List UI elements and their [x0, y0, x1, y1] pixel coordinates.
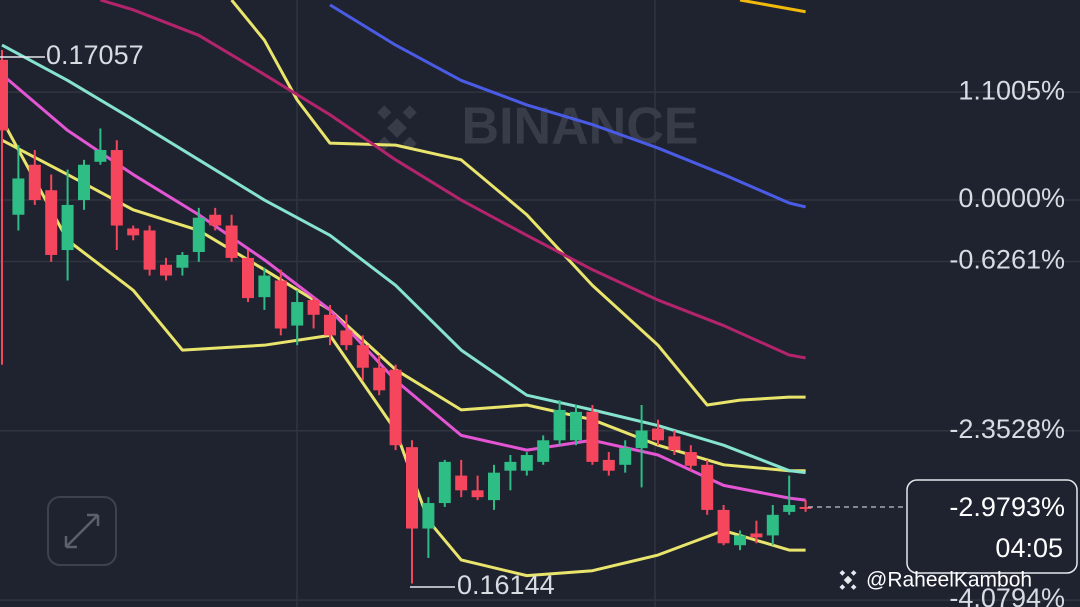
candle-body [734, 535, 746, 546]
candles [0, 50, 812, 584]
candle-body [242, 257, 254, 299]
candle-body [717, 509, 730, 544]
candle-body [274, 280, 287, 329]
candle-body [406, 447, 418, 529]
expand-button[interactable] [47, 496, 117, 566]
y-tick-label: -2.3528% [949, 414, 1065, 444]
candle-body [701, 464, 714, 510]
indicators [0, 0, 806, 578]
candle-body [225, 225, 238, 258]
watermark-text: BINANCE [462, 98, 699, 156]
y-tick-label: 0.0000% [958, 183, 1065, 213]
indicator-line [99, 0, 806, 360]
candle-body [0, 59, 8, 131]
candle-body [520, 455, 533, 471]
indicator-line [1, 43, 806, 475]
candle-body [373, 367, 386, 391]
candle-body [127, 228, 140, 236]
candle-body [61, 204, 74, 251]
candle-body [110, 150, 123, 226]
y-tick-label: 1.1005% [958, 75, 1065, 105]
high-label: 0.17057 [46, 40, 144, 70]
candle-body [176, 254, 189, 268]
candle-body [766, 514, 779, 536]
y-axis: 1.1005% 0.0000% -0.6261% -2.3528% -4.0794% [949, 75, 1065, 607]
candle-body [668, 436, 681, 451]
candle-body [192, 217, 205, 253]
candle-body [635, 430, 648, 449]
y-tick-label: -0.6261% [949, 245, 1065, 275]
candle-body [619, 448, 632, 465]
candle-body [389, 369, 402, 446]
indicator-line [1, 138, 806, 473]
candle-body [750, 533, 763, 538]
candle-body [307, 300, 320, 315]
grid [0, 91, 1080, 601]
candle-body [422, 503, 435, 529]
last-value-box [906, 479, 1078, 574]
candle-body [438, 461, 451, 504]
candle-body [28, 164, 41, 201]
candle-body [586, 411, 599, 462]
indicator-line [329, 3, 806, 209]
candle-body [12, 178, 25, 215]
candle-body [471, 490, 484, 498]
credit: @RaheelKamboh [866, 569, 1032, 592]
candle-body [324, 314, 336, 336]
expand-button-frame[interactable] [47, 496, 117, 566]
candle-body [504, 461, 517, 471]
candle-body [291, 302, 304, 326]
candle-body [340, 330, 353, 346]
countdown: 04:05 [995, 533, 1063, 563]
candle-body [258, 275, 271, 298]
candle-body [684, 452, 697, 466]
candle-body [652, 428, 664, 441]
candle-body [783, 505, 796, 512]
candle-body [570, 411, 582, 441]
indicator-line [230, 0, 806, 407]
candle-body [553, 409, 566, 441]
candle-body [160, 264, 172, 276]
candle-body [455, 475, 468, 491]
y-tick-label: -4.0794% [949, 583, 1065, 607]
candle-body [799, 506, 812, 509]
candle-body [45, 190, 58, 255]
candle-body [143, 230, 156, 270]
candle-body [602, 459, 615, 471]
candle-body [209, 214, 222, 226]
candle-body [78, 164, 90, 201]
candle-body [356, 345, 369, 368]
last-value-label: -2.9793% [949, 492, 1065, 522]
low-label: 0.16144 [457, 570, 555, 600]
candle-body [488, 472, 500, 501]
indicator-line [739, 0, 806, 14]
candle-body [537, 440, 550, 462]
expand-icon[interactable] [64, 513, 100, 549]
candle-body [94, 150, 107, 162]
